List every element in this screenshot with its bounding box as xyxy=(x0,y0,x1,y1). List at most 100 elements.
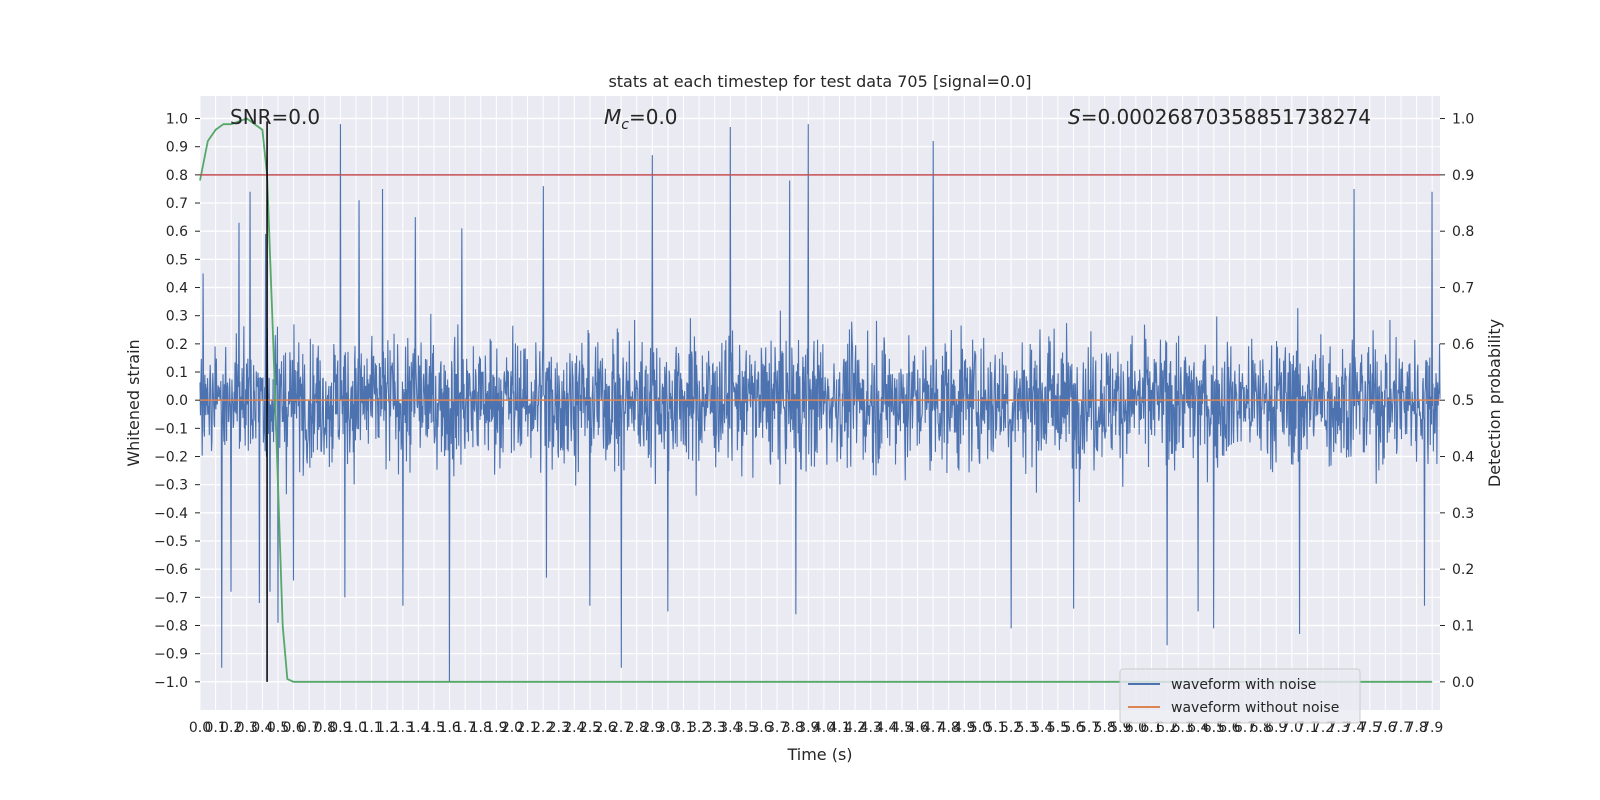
tick-label-left: −0.6 xyxy=(154,562,188,578)
tick-label-x: 6.3 xyxy=(1172,720,1194,736)
tick-label-x: 0.1 xyxy=(204,720,226,736)
tick-label-x: 3.6 xyxy=(750,720,772,736)
tick-label-x: 3.5 xyxy=(735,720,757,736)
tick-label-x: 0.2 xyxy=(220,720,242,736)
tick-label-x: 0.9 xyxy=(329,720,351,736)
tick-label-x: 5.1 xyxy=(984,720,1006,736)
tick-label-x: 7.7 xyxy=(1390,720,1412,736)
tick-label-x: 1.3 xyxy=(392,720,414,736)
tick-label-right: 0.5 xyxy=(1452,393,1474,409)
tick-label-x: 0.7 xyxy=(298,720,320,736)
tick-label-x: 2.6 xyxy=(594,720,616,736)
tick-label-x: 2.2 xyxy=(532,720,554,736)
tick-label-left: 0.7 xyxy=(166,196,188,212)
tick-label-x: 4.8 xyxy=(938,720,960,736)
series-detection-probability xyxy=(199,117,1433,683)
tick-label-right: 0.3 xyxy=(1452,506,1474,522)
tick-label-x: 3.0 xyxy=(657,720,679,736)
tick-label-x: 4.3 xyxy=(860,720,882,736)
tick-label-left: −0.7 xyxy=(154,590,188,606)
tick-label-x: 4.6 xyxy=(906,720,928,736)
tick-label-x: 4.4 xyxy=(875,720,897,736)
tick-label-x: 0.4 xyxy=(251,720,273,736)
tick-label-left: −0.4 xyxy=(154,506,188,522)
tick-label-x: 2.3 xyxy=(548,720,570,736)
tick-label-left: −0.9 xyxy=(154,647,188,663)
tick-label-right: 0.9 xyxy=(1452,168,1474,184)
mc-annotation: Mc=0.0 xyxy=(604,105,678,133)
tick-label-x: 1.8 xyxy=(470,720,492,736)
tick-label-x: 6.0 xyxy=(1125,720,1147,736)
legend-label-clean: waveform without noise xyxy=(1171,700,1339,716)
s-value: =0.00026870358851738274 xyxy=(1081,105,1371,129)
tick-label-x: 0.5 xyxy=(267,720,289,736)
tick-label-left: 0.2 xyxy=(166,337,188,353)
chart-title: stats at each timestep for test data 705… xyxy=(608,72,1031,91)
tick-label-x: 7.0 xyxy=(1281,720,1303,736)
left-axis-ticks: 1.0 0.9 0.8 0.7 0.6 0.5 0.4 0.3 0.2 0.1 0.0 −0.1 −0.… xyxy=(154,112,200,691)
tick-label-right: 1.0 xyxy=(1452,112,1474,128)
y-axis-label-right: Detection probability xyxy=(1485,319,1504,487)
tick-label-x: 7.1 xyxy=(1296,720,1318,736)
tick-label-right: 0.6 xyxy=(1452,337,1474,353)
tick-label-left: 0.5 xyxy=(166,252,188,268)
x-axis-label: Time (s) xyxy=(786,745,852,764)
tick-label-x: 2.9 xyxy=(641,720,663,736)
tick-label-right: 0.2 xyxy=(1452,562,1474,578)
legend-box xyxy=(1119,668,1361,724)
right-axis-ticks: 1.0 0.9 0.8 0.7 0.6 0.5 0.4 0.3 0.2 0.1 0.0 xyxy=(1440,112,1474,691)
tick-label-x: 0.8 xyxy=(314,720,336,736)
tick-label-x: 5.9 xyxy=(1109,720,1131,736)
tick-label-x: 5.6 xyxy=(1062,720,1084,736)
tick-label-x: 5.4 xyxy=(1031,720,1053,736)
tick-label-x: 7.2 xyxy=(1312,720,1334,736)
tick-label-x: 5.0 xyxy=(969,720,991,736)
legend: waveform with noise waveform without noi… xyxy=(1119,668,1361,724)
tick-label-x: 2.8 xyxy=(626,720,648,736)
tick-label-x: 4.7 xyxy=(922,720,944,736)
tick-label-left: −0.8 xyxy=(154,619,188,635)
series-waveform-with-noise xyxy=(199,124,1441,682)
tick-label-right: 0.7 xyxy=(1452,281,1474,297)
tick-label-x: 7.8 xyxy=(1405,720,1427,736)
tick-label-x: 4.9 xyxy=(953,720,975,736)
tick-label-x: 3.7 xyxy=(766,720,788,736)
tick-label-x: 3.9 xyxy=(797,720,819,736)
tick-label-x: 5.5 xyxy=(1047,720,1069,736)
tick-label-x: 4.2 xyxy=(844,720,866,736)
tick-label-x: 1.4 xyxy=(407,720,429,736)
tick-label-right: 0.8 xyxy=(1452,224,1474,240)
tick-label-x: 5.8 xyxy=(1094,720,1116,736)
tick-label-x: 3.1 xyxy=(672,720,694,736)
tick-label-x: 6.2 xyxy=(1156,720,1178,736)
s-symbol: S xyxy=(1068,105,1081,129)
tick-label-x: 1.0 xyxy=(345,720,367,736)
tick-label-x: 7.3 xyxy=(1327,720,1349,736)
tick-label-x: 6.9 xyxy=(1265,720,1287,736)
tick-label-x: 2.0 xyxy=(501,720,523,736)
legend-label-noise: waveform with noise xyxy=(1171,677,1316,693)
tick-label-left: 0.6 xyxy=(166,224,188,240)
tick-label-x: 7.5 xyxy=(1359,720,1381,736)
tick-label-x: 4.0 xyxy=(813,720,835,736)
tick-label-x: 6.6 xyxy=(1218,720,1240,736)
tick-label-x: 1.9 xyxy=(485,720,507,736)
tick-label-left: −0.5 xyxy=(154,534,188,550)
mc-symbol: M xyxy=(604,105,621,129)
tick-label-x: 4.1 xyxy=(828,720,850,736)
tick-label-x: 0.3 xyxy=(236,720,258,736)
tick-label-x: 2.1 xyxy=(516,720,538,736)
series-layer xyxy=(199,117,1441,683)
tick-label-left: −0.1 xyxy=(154,421,188,437)
mc-value: =0.0 xyxy=(629,105,678,129)
tick-label-x: 2.5 xyxy=(579,720,601,736)
tick-label-x: 6.4 xyxy=(1187,720,1209,736)
tick-label-x: 3.4 xyxy=(719,720,741,736)
tick-label-left: 0.8 xyxy=(166,168,188,184)
tick-label-x: 7.4 xyxy=(1343,720,1365,736)
s-annotation: S=0.00026870358851738274 xyxy=(1068,105,1371,129)
y-axis-label-left: Whitened strain xyxy=(124,339,143,466)
tick-label-right: 0.4 xyxy=(1452,450,1474,466)
tick-label-x: 3.3 xyxy=(704,720,726,736)
